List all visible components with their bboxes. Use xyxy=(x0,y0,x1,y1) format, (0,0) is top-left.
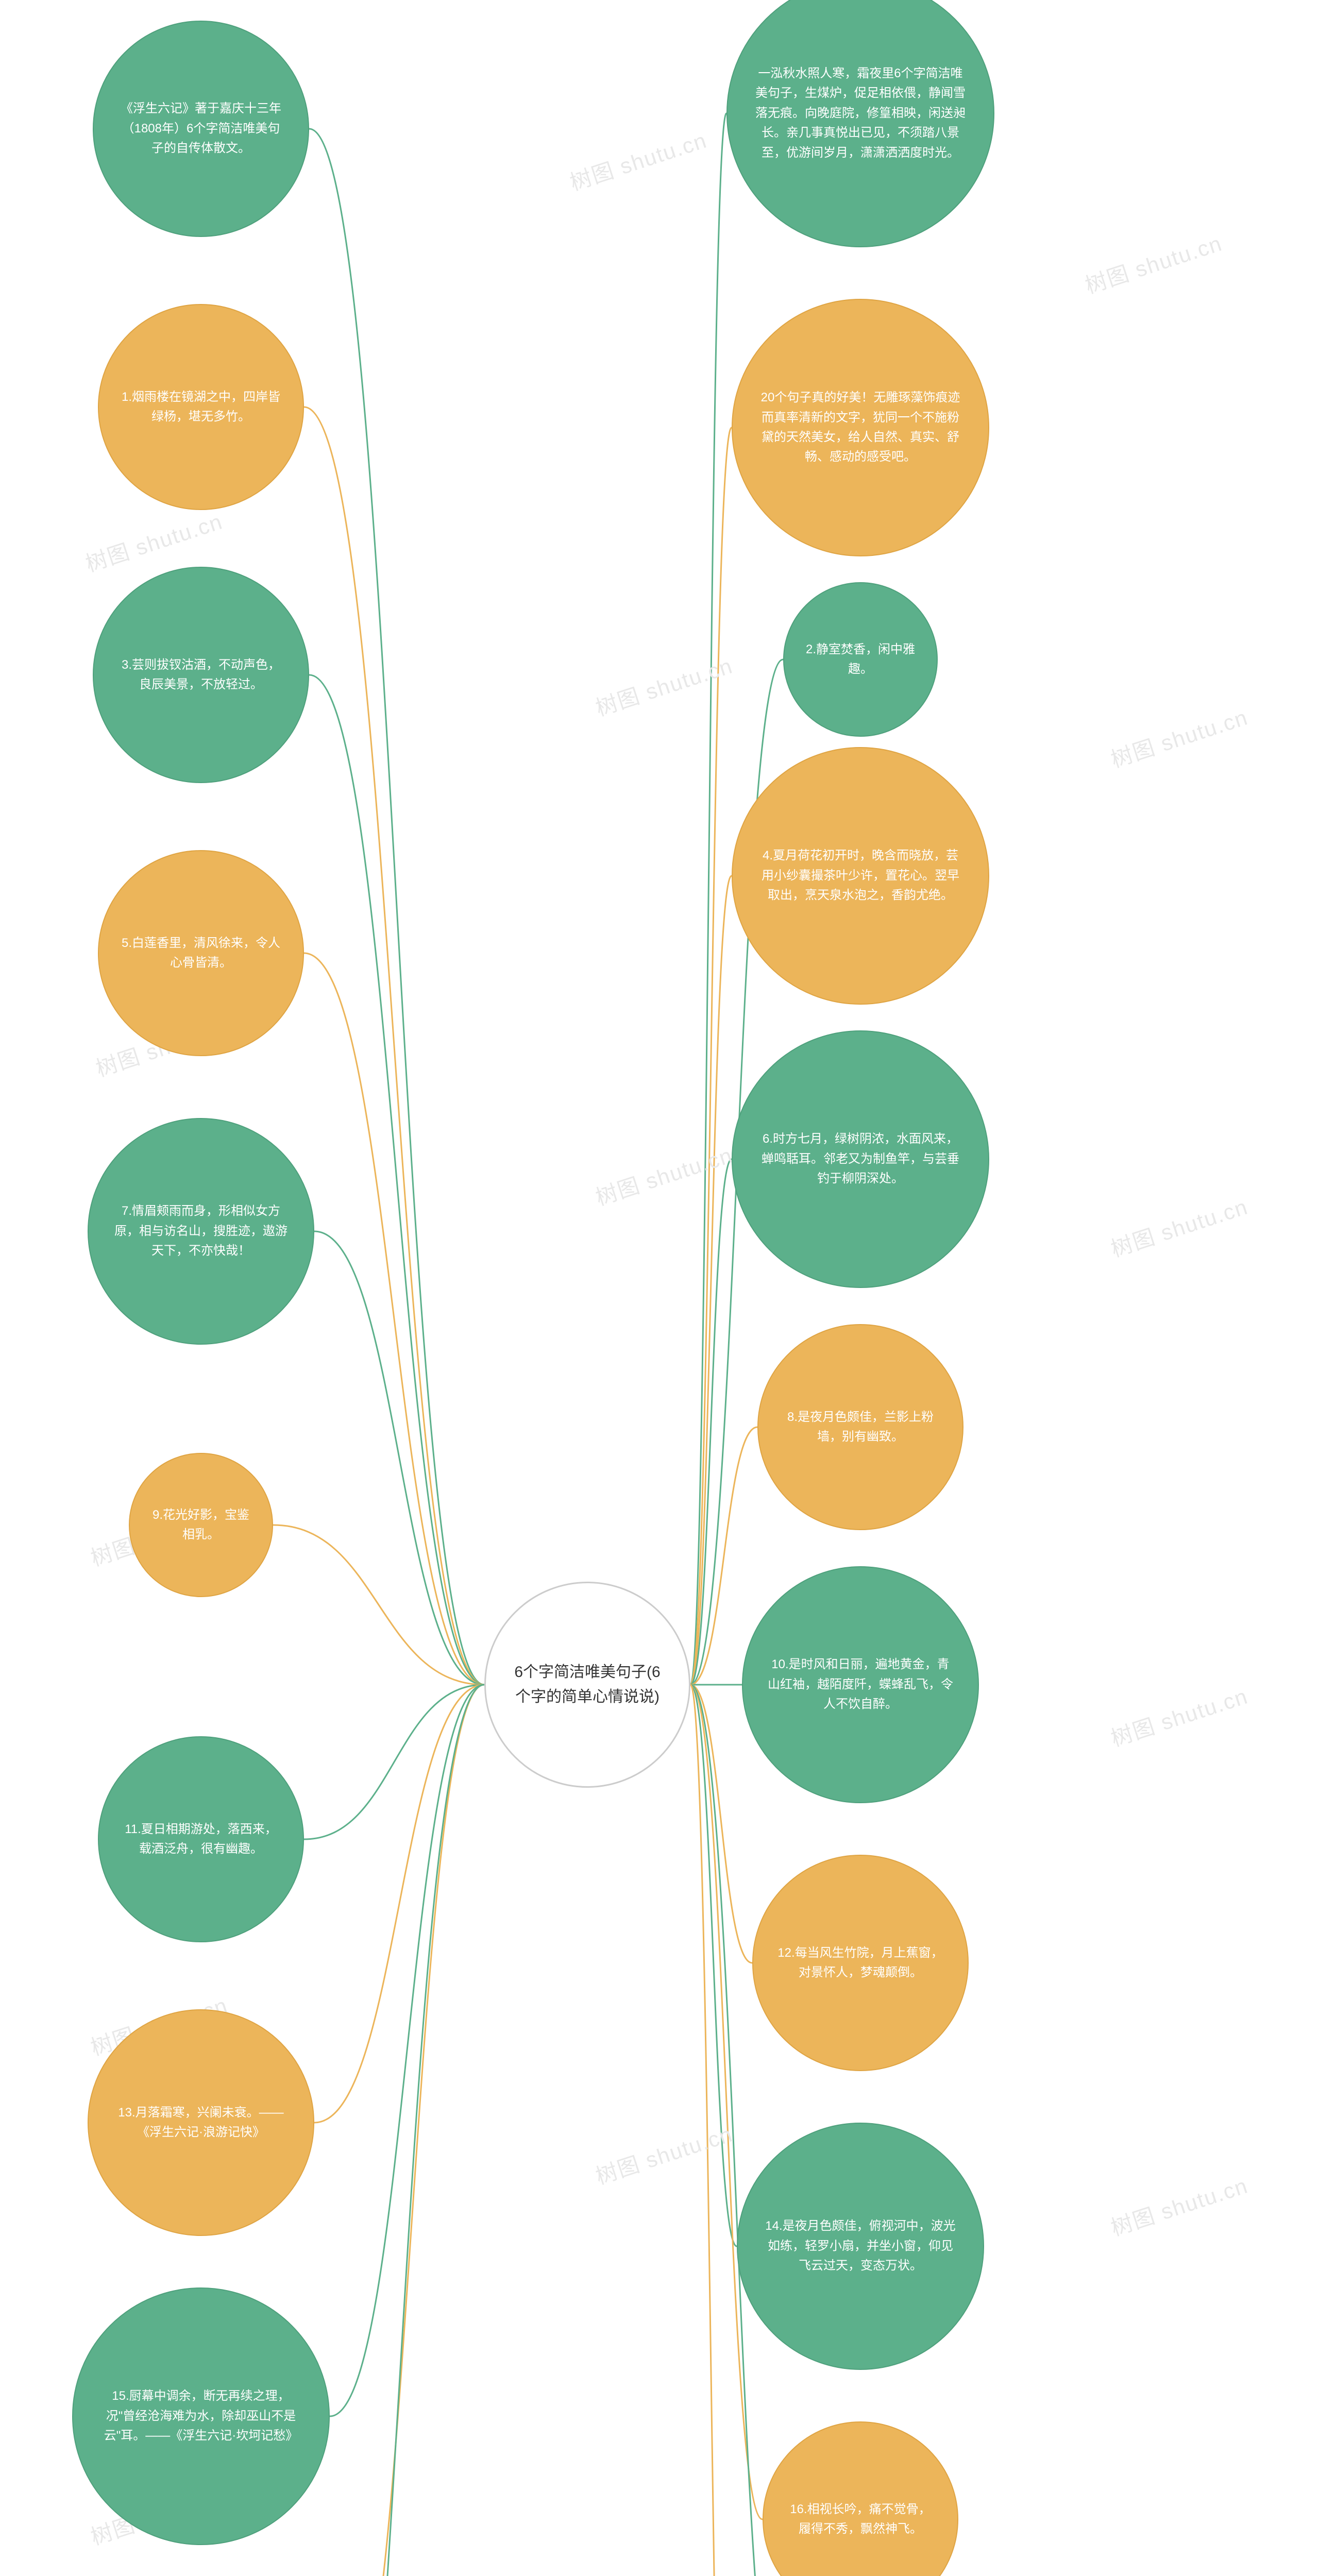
watermark: 树图 shutu.cn xyxy=(1106,700,1252,774)
mindmap-canvas: 树图 shutu.cn 树图 shutu.cn 树图 shutu.cn 树图 shut… xyxy=(0,0,1319,2576)
watermark: 树图 shutu.cn xyxy=(1106,1190,1252,1263)
branch-node[interactable]: 13.月落霜寒，兴阑未衰。——《浮生六记·浪游记快》 xyxy=(88,2009,314,2236)
edge xyxy=(690,428,732,1685)
branch-node[interactable]: 10.是时风和日丽，遍地黄金，青山红袖，越陌度阡，蝶蜂乱飞，令人不饮自醉。 xyxy=(742,1566,979,1803)
edge xyxy=(690,1685,783,2576)
branch-node-label: 3.芸则拔钗沽酒，不动声色，良辰美景，不放轻过。 xyxy=(105,643,297,707)
branch-node-label: 1.烟雨楼在镜湖之中，四岸皆绿杨，堪无多竹。 xyxy=(109,375,293,439)
center-node[interactable]: 6个字简洁唯美句子(6个字的简单心情说说) xyxy=(484,1582,690,1788)
branch-node-label: 14.是夜月色颇佳，俯视河中，波光如练，轻罗小扇，并坐小窗，仰见飞云过天，变态万… xyxy=(750,2204,971,2288)
edge xyxy=(690,1427,757,1685)
edge xyxy=(309,129,484,1685)
edge xyxy=(309,675,484,1685)
branch-node[interactable]: 12.每当风生竹院，月上蕉窗，对景怀人，梦魂颠倒。 xyxy=(752,1855,969,2071)
branch-node-label: 10.是时风和日丽，遍地黄金，青山红袖，越陌度阡，蝶蜂乱飞，令人不饮自醉。 xyxy=(755,1642,966,1726)
branch-node[interactable]: 7.情眉颊雨而身，形相似女方原，相与访名山，搜胜迹，遨游天下，不亦快哉！ xyxy=(88,1118,314,1345)
watermark: 树图 shutu.cn xyxy=(565,123,711,197)
branch-node-label: 13.月落霜寒，兴阑未衰。——《浮生六记·浪游记快》 xyxy=(100,2091,302,2155)
branch-node-label: 11.夏日相期游处，落西来，载酒泛舟，很有幽趣。 xyxy=(109,1807,293,1872)
watermark: 树图 shutu.cn xyxy=(1080,226,1226,300)
branch-node[interactable]: 《浮生六记》著于嘉庆十三年（1808年）6个字简洁唯美句子的自传体散文。 xyxy=(93,21,309,237)
edge xyxy=(690,1685,763,2519)
branch-node-label: 4.夏月荷花初开时，晚含而晓放，芸用小纱囊撮茶叶少许，置花心。翌早取出，烹天泉水… xyxy=(746,834,975,918)
branch-node-label: 一泓秋水照人寒，霜夜里6个字简洁唯美句子，生煤炉，促足相依偎，静闻雪落无痕。向晚… xyxy=(741,52,980,175)
edge xyxy=(690,1159,732,1685)
branch-node-label: 12.每当风生竹院，月上蕉窗，对景怀人，梦魂颠倒。 xyxy=(764,1931,957,1995)
edge xyxy=(314,1685,484,2576)
edge xyxy=(304,953,484,1685)
branch-node[interactable]: 14.是夜月色颇佳，俯视河中，波光如练，轻罗小扇，并坐小窗，仰见飞云过天，变态万… xyxy=(737,2123,984,2370)
watermark: 树图 shutu.cn xyxy=(1106,2168,1252,2242)
branch-node-label: 9.花光好影，宝鉴相乳。 xyxy=(137,1493,265,1557)
branch-node-label: 8.是夜月色颇佳，兰影上粉墙，别有幽致。 xyxy=(769,1395,952,1460)
watermark: 树图 shutu.cn xyxy=(591,1138,736,1212)
edge xyxy=(314,1231,484,1685)
branch-node[interactable]: 15.厨幕中调余，断无再续之理，况"曾经沧海难为水，除却巫山不是云"耳。——《浮… xyxy=(72,2287,330,2545)
branch-node[interactable]: 9.花光好影，宝鉴相乳。 xyxy=(129,1453,273,1597)
branch-node-label: 2.静室焚香，闲中雅趣。 xyxy=(792,628,929,692)
branch-node[interactable]: 20个句子真的好美！无雕琢藻饰痕迹而真率清新的文字，犹同一个不施粉黛的天然美女，… xyxy=(732,299,989,556)
watermark: 树图 shutu.cn xyxy=(1106,1679,1252,1753)
edge xyxy=(690,876,732,1685)
branch-node-label: 20个句子真的好美！无雕琢藻饰痕迹而真率清新的文字，犹同一个不施粉黛的天然美女，… xyxy=(746,376,975,480)
edge xyxy=(330,1685,484,2416)
branch-node-label: 15.厨幕中调余，断无再续之理，况"曾经沧海难为水，除却巫山不是云"耳。——《浮… xyxy=(86,2374,316,2458)
branch-node[interactable]: 5.白莲香里，清风徐来，令人心骨皆清。 xyxy=(98,850,304,1056)
edge xyxy=(273,1525,484,1685)
branch-node-label: 7.情眉颊雨而身，形相似女方原，相与访名山，搜胜迹，遨游天下，不亦快哉！ xyxy=(100,1189,302,1273)
branch-node[interactable]: 2.静室焚香，闲中雅趣。 xyxy=(783,582,938,737)
watermark: 树图 shutu.cn xyxy=(591,649,736,722)
branch-node[interactable]: 3.芸则拔钗沽酒，不动声色，良辰美景，不放轻过。 xyxy=(93,567,309,783)
edge xyxy=(690,113,726,1685)
branch-node-label: 5.白莲香里，清风徐来，令人心骨皆清。 xyxy=(109,921,293,986)
branch-node[interactable]: 6.时方七月，绿树阴浓，水面风来，蝉鸣聒耳。邻老又为制鱼竿，与芸垂钓于柳阴深处。 xyxy=(732,1030,989,1288)
branch-node[interactable]: 1.烟雨楼在镜湖之中，四岸皆绿杨，堪无多竹。 xyxy=(98,304,304,510)
branch-node[interactable]: 11.夏日相期游处，落西来，载酒泛舟，很有幽趣。 xyxy=(98,1736,304,1942)
watermark: 树图 shutu.cn xyxy=(591,2117,736,2191)
edge xyxy=(340,1685,484,2576)
edge xyxy=(304,407,484,1685)
branch-node[interactable]: 16.相视长吟，痛不觉骨，履得不秀，飘然神飞。 xyxy=(763,2421,958,2576)
branch-node-label: 《浮生六记》著于嘉庆十三年（1808年）6个字简洁唯美句子的自传体散文。 xyxy=(105,87,297,171)
center-node-label: 6个字简洁唯美句子(6个字的简单心情说说) xyxy=(496,1648,679,1722)
edge xyxy=(304,1685,484,1839)
branch-node-label: 16.相视长吟，痛不觉骨，履得不秀，飘然神飞。 xyxy=(773,2487,948,2552)
branch-node-label: 6.时方七月，绿树阴浓，水面风来，蝉鸣聒耳。邻老又为制鱼竿，与芸垂钓于柳阴深处。 xyxy=(746,1117,975,1201)
branch-node[interactable]: 一泓秋水照人寒，霜夜里6个字简洁唯美句子，生煤炉，促足相依偎，静闻雪落无痕。向晚… xyxy=(726,0,994,247)
edge xyxy=(314,1685,484,2123)
edge xyxy=(690,1685,752,1963)
edge xyxy=(690,1685,737,2246)
branch-node[interactable]: 8.是夜月色颇佳，兰影上粉墙，别有幽致。 xyxy=(757,1324,963,1530)
edge xyxy=(690,1685,732,2576)
branch-node[interactable]: 4.夏月荷花初开时，晚含而晓放，芸用小纱囊撮茶叶少许，置花心。翌早取出，烹天泉水… xyxy=(732,747,989,1005)
